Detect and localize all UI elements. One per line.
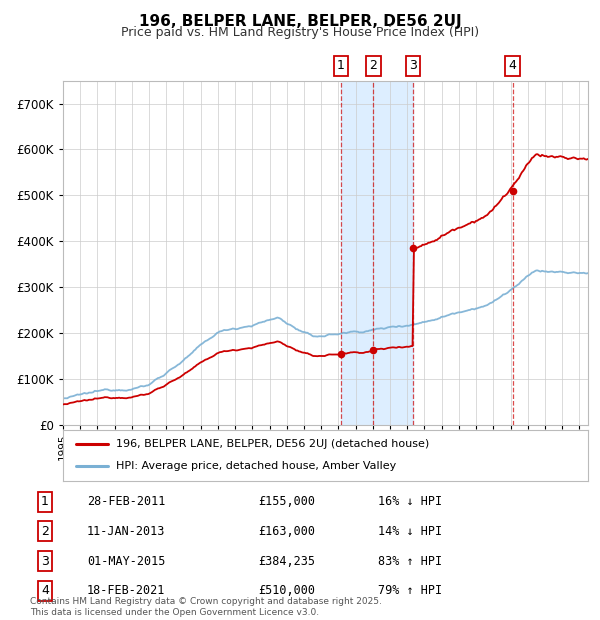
Text: 196, BELPER LANE, BELPER, DE56 2UJ (detached house): 196, BELPER LANE, BELPER, DE56 2UJ (deta…: [115, 439, 429, 449]
Text: 4: 4: [41, 585, 49, 597]
Text: 2: 2: [370, 60, 377, 73]
Text: Price paid vs. HM Land Registry's House Price Index (HPI): Price paid vs. HM Land Registry's House …: [121, 26, 479, 39]
Bar: [341, 81, 413, 425]
Text: 1: 1: [337, 60, 345, 73]
Text: 3: 3: [409, 60, 417, 73]
Text: 14% ↓ HPI: 14% ↓ HPI: [378, 525, 442, 538]
Text: 01-MAY-2015: 01-MAY-2015: [87, 555, 166, 567]
Text: 3: 3: [41, 555, 49, 567]
Text: 2: 2: [41, 525, 49, 538]
Text: 83% ↑ HPI: 83% ↑ HPI: [378, 555, 442, 567]
Text: Contains HM Land Registry data © Crown copyright and database right 2025.
This d: Contains HM Land Registry data © Crown c…: [30, 598, 382, 617]
Text: £510,000: £510,000: [258, 585, 315, 597]
Text: 196, BELPER LANE, BELPER, DE56 2UJ: 196, BELPER LANE, BELPER, DE56 2UJ: [139, 14, 461, 29]
Text: £163,000: £163,000: [258, 525, 315, 538]
Text: 79% ↑ HPI: 79% ↑ HPI: [378, 585, 442, 597]
Text: £155,000: £155,000: [258, 495, 315, 508]
Text: 4: 4: [509, 60, 517, 73]
Text: £384,235: £384,235: [258, 555, 315, 567]
Text: 18-FEB-2021: 18-FEB-2021: [87, 585, 166, 597]
Text: 1: 1: [41, 495, 49, 508]
Text: HPI: Average price, detached house, Amber Valley: HPI: Average price, detached house, Ambe…: [115, 461, 396, 471]
Text: 16% ↓ HPI: 16% ↓ HPI: [378, 495, 442, 508]
Text: 11-JAN-2013: 11-JAN-2013: [87, 525, 166, 538]
Text: 28-FEB-2011: 28-FEB-2011: [87, 495, 166, 508]
